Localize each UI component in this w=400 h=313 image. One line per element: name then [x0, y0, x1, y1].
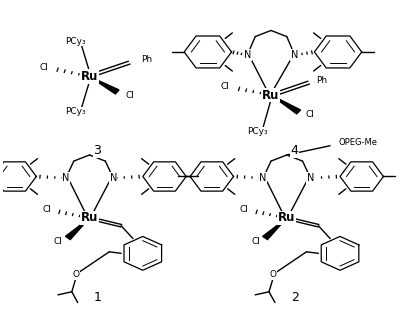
Text: N: N [62, 173, 70, 183]
Text: N: N [244, 50, 251, 60]
Text: OPEG-Me: OPEG-Me [338, 138, 377, 147]
Text: Ru: Ru [81, 70, 98, 83]
Text: Ru: Ru [278, 212, 296, 224]
Polygon shape [90, 77, 119, 94]
Text: 2: 2 [291, 291, 299, 305]
Text: O: O [72, 270, 79, 280]
Polygon shape [271, 95, 300, 114]
Text: 3: 3 [94, 144, 101, 157]
Text: PCy₃: PCy₃ [66, 107, 86, 116]
Text: Cl: Cl [239, 205, 248, 214]
Text: Cl: Cl [42, 205, 51, 214]
Polygon shape [263, 218, 287, 239]
Text: O: O [270, 270, 276, 280]
Text: 3: 3 [94, 144, 101, 157]
Text: Cl: Cl [54, 238, 63, 246]
Text: 1: 1 [94, 291, 101, 305]
Text: Cl: Cl [221, 82, 230, 91]
Text: Cl: Cl [306, 110, 314, 120]
Polygon shape [66, 218, 90, 239]
Text: 4: 4 [291, 144, 299, 157]
Text: Cl: Cl [251, 238, 260, 246]
Text: Ru: Ru [81, 212, 98, 224]
Text: N: N [291, 50, 298, 60]
Text: PCy₃: PCy₃ [247, 127, 268, 136]
Text: 4: 4 [291, 144, 299, 157]
Text: 2: 2 [291, 290, 299, 303]
Text: Cl: Cl [125, 90, 134, 100]
Text: Ru: Ru [262, 89, 280, 101]
Text: Ph: Ph [316, 76, 328, 85]
Text: 1: 1 [94, 290, 101, 303]
Text: PCy₃: PCy₃ [66, 37, 86, 46]
Text: N: N [307, 173, 314, 183]
Text: N: N [110, 173, 117, 183]
Text: N: N [260, 173, 267, 183]
Text: Ph: Ph [141, 55, 152, 64]
Text: Cl: Cl [39, 63, 48, 72]
